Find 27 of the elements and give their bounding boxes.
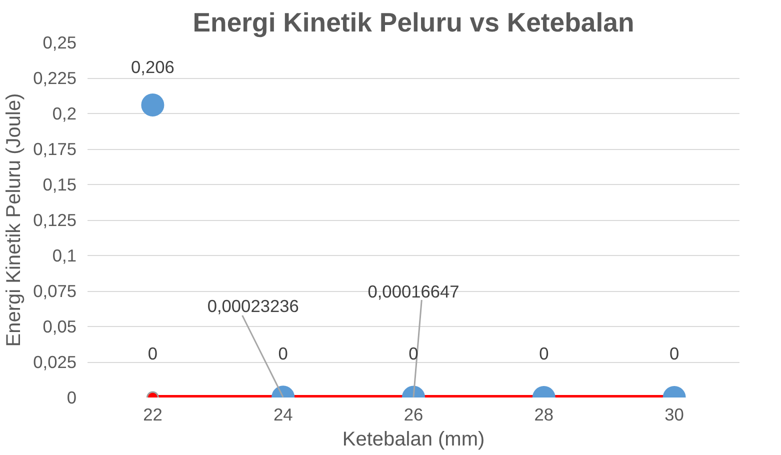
data-label: 0: [669, 344, 680, 364]
data-label: 0: [408, 344, 418, 364]
data-label: 0,00023236: [207, 296, 299, 316]
y-tick-label: 0,075: [33, 281, 77, 301]
y-tick-label: 0,175: [33, 139, 77, 159]
y-tick-label: 0,15: [42, 174, 77, 194]
y-tick-label: 0: [66, 388, 77, 408]
x-tick-label: 22: [143, 404, 162, 424]
y-tick-label: 0,025: [33, 352, 77, 372]
y-tick-label: 0,225: [33, 68, 77, 88]
x-tick-label: 28: [534, 404, 554, 424]
y-tick-label: 0,25: [42, 32, 77, 52]
x-tick-label: 26: [404, 404, 424, 424]
y-tick-label: 0,1: [52, 246, 77, 266]
data-label: 0,206: [131, 56, 174, 77]
y-tick-label: 0,125: [33, 210, 77, 230]
y-tick-label: 0,2: [52, 104, 77, 124]
data-label: 0: [539, 344, 549, 364]
data-label: 0: [148, 344, 158, 364]
data-label: 0,00016647: [368, 281, 460, 302]
y-tick-label: 0,05: [42, 316, 77, 336]
chart-title: Energi Kinetik Peluru vs Ketebalan: [192, 8, 634, 38]
x-axis-title: Ketebalan (mm): [342, 428, 485, 450]
x-tick-label: 24: [273, 404, 294, 424]
data-label: 0: [278, 344, 288, 364]
x-tick-label: 30: [664, 404, 684, 424]
y-axis-title: Energi Kinetik Peluru (Joule): [3, 93, 26, 347]
